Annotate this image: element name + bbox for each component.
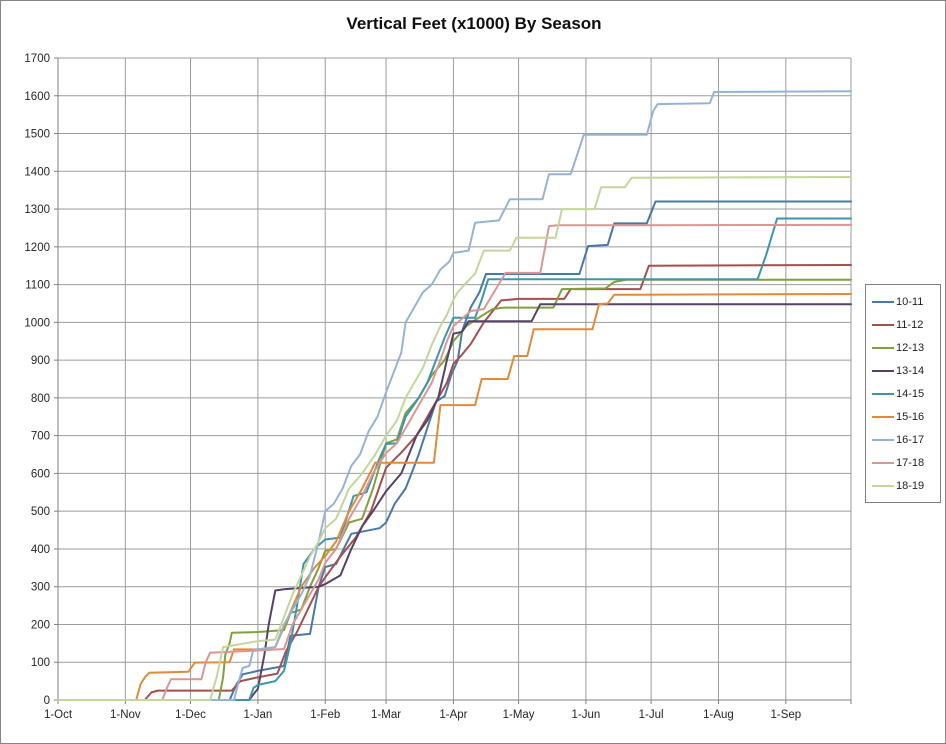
y-axis-label: 200 — [31, 619, 50, 631]
y-axis-label: 700 — [31, 431, 50, 443]
legend-label: 13-14 — [896, 364, 925, 377]
legend-item-10-11: 10-11 — [872, 290, 940, 313]
legend-item-18-19: 18-19 — [872, 474, 940, 497]
x-axis-label: 1-Dec — [175, 709, 206, 721]
legend-label: 16-17 — [896, 433, 925, 446]
y-axis-label: 1000 — [24, 317, 50, 329]
series-line-11-12 — [57, 264, 852, 701]
legend-label: 17-18 — [896, 456, 925, 469]
y-axis-label: 1500 — [24, 129, 50, 141]
y-axis-label: 300 — [31, 582, 50, 594]
legend-label: 15-16 — [896, 410, 925, 423]
x-axis-label: 1-May — [503, 709, 535, 721]
axes — [54, 57, 852, 704]
legend-swatch-13-14 — [872, 369, 894, 372]
legend-swatch-16-17 — [872, 438, 894, 441]
legend-label: 11-12 — [896, 318, 924, 331]
y-axis-label: 1400 — [24, 166, 50, 178]
legend-item-12-13: 12-13 — [872, 336, 940, 359]
legend-swatch-18-19 — [872, 484, 894, 487]
series-line-15-16 — [57, 293, 852, 701]
series-line-10-11 — [57, 200, 852, 701]
x-axis-label: 1-Jun — [572, 709, 601, 721]
legend-item-11-12: 11-12 — [872, 313, 940, 336]
legend-swatch-11-12 — [872, 323, 894, 326]
series-line-12-13 — [57, 278, 852, 701]
legend-label: 10-11 — [896, 295, 924, 308]
legend-label: 18-19 — [896, 479, 925, 492]
legend-item-13-14: 13-14 — [872, 359, 940, 382]
y-axis-label: 900 — [31, 355, 50, 367]
series-line-16-17 — [57, 90, 852, 701]
y-axis-label: 0 — [44, 695, 50, 707]
y-axis-label: 1100 — [25, 280, 50, 292]
y-axis-label: 1200 — [24, 242, 50, 254]
legend-swatch-10-11 — [872, 300, 894, 303]
y-axis-label: 400 — [31, 544, 50, 556]
legend-item-17-18: 17-18 — [872, 451, 940, 474]
legend-item-14-15: 14-15 — [872, 382, 940, 405]
y-axis-label: 500 — [31, 506, 50, 518]
legend-label: 12-13 — [896, 341, 925, 354]
y-axis-label: 100 — [31, 657, 50, 669]
x-axis-label: 1-Nov — [110, 709, 141, 721]
axis-labels: 0 100 200 300 400 500 600 700 800 900 1000 1100 1200… — [24, 53, 801, 721]
x-axis-label: 1-Sep — [770, 709, 801, 721]
series-line-17-18 — [57, 223, 852, 701]
gridlines — [57, 57, 852, 701]
chart-title: Vertical Feet (x1000) By Season — [346, 14, 602, 33]
legend-swatch-15-16 — [872, 415, 894, 418]
legend-label: 14-15 — [896, 387, 925, 400]
legend-swatch-17-18 — [872, 461, 894, 464]
chart-legend: 10-11 11-12 12-13 13-14 14-15 15-16 16-17 17-18… — [865, 284, 941, 503]
y-axis-label: 800 — [31, 393, 50, 405]
x-axis-label: 1-Apr — [439, 709, 467, 721]
legend-swatch-12-13 — [872, 346, 894, 349]
x-axis-label: 1-Oct — [44, 709, 73, 721]
legend-item-16-17: 16-17 — [872, 428, 940, 451]
x-axis-label: 1-Feb — [310, 709, 340, 721]
legend-item-15-16: 15-16 — [872, 405, 940, 428]
series-line-18-19 — [57, 176, 852, 701]
x-axis-label: 1-Jan — [243, 709, 272, 721]
y-axis-label: 600 — [31, 468, 50, 480]
legend-swatch-14-15 — [872, 392, 894, 395]
series-line-14-15 — [57, 217, 852, 701]
y-axis-label: 1300 — [24, 204, 50, 216]
x-axis-label: 1-Jul — [639, 709, 664, 721]
y-axis-label: 1700 — [24, 53, 50, 65]
x-axis-label: 1-Aug — [703, 709, 734, 721]
y-axis-label: 1600 — [24, 91, 50, 103]
series-lines — [57, 90, 852, 701]
x-axis-label: 1-Mar — [371, 709, 401, 721]
